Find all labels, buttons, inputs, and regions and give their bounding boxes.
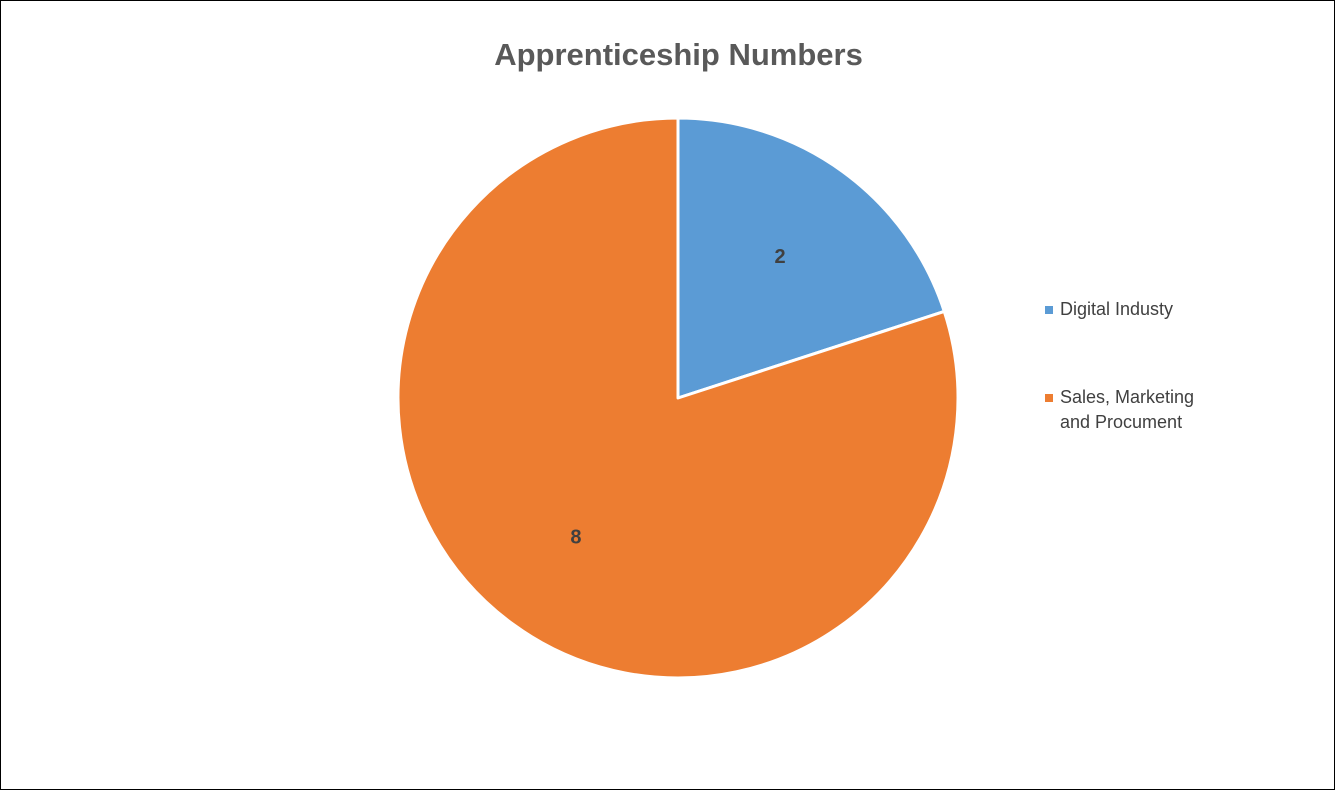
pie-chart: 28 (396, 116, 960, 680)
legend: Digital Industy Sales, Marketing and Pro… (1045, 297, 1325, 498)
legend-swatch-digital-industy (1045, 306, 1053, 314)
pie-slice-digital-industy (676, 116, 946, 400)
chart-title: Apprenticeship Numbers (494, 37, 863, 72)
legend-label-sales-marketing-line1: Sales, Marketing (1060, 387, 1195, 407)
legend-item-sales-marketing: Sales, Marketing and Procument (1045, 385, 1325, 435)
legend-item-digital-industy: Digital Industy (1045, 297, 1325, 322)
legend-swatch-sales-marketing (1045, 394, 1053, 402)
legend-label-sales-marketing-line2: and Procument (1060, 412, 1183, 432)
data-label-digital-industy: 2 (774, 246, 785, 268)
pie-slice-sales-marketing (396, 116, 960, 680)
legend-label-digital-industy: Digital Industy (1060, 299, 1174, 319)
data-label-sales-marketing: 8 (570, 527, 581, 549)
